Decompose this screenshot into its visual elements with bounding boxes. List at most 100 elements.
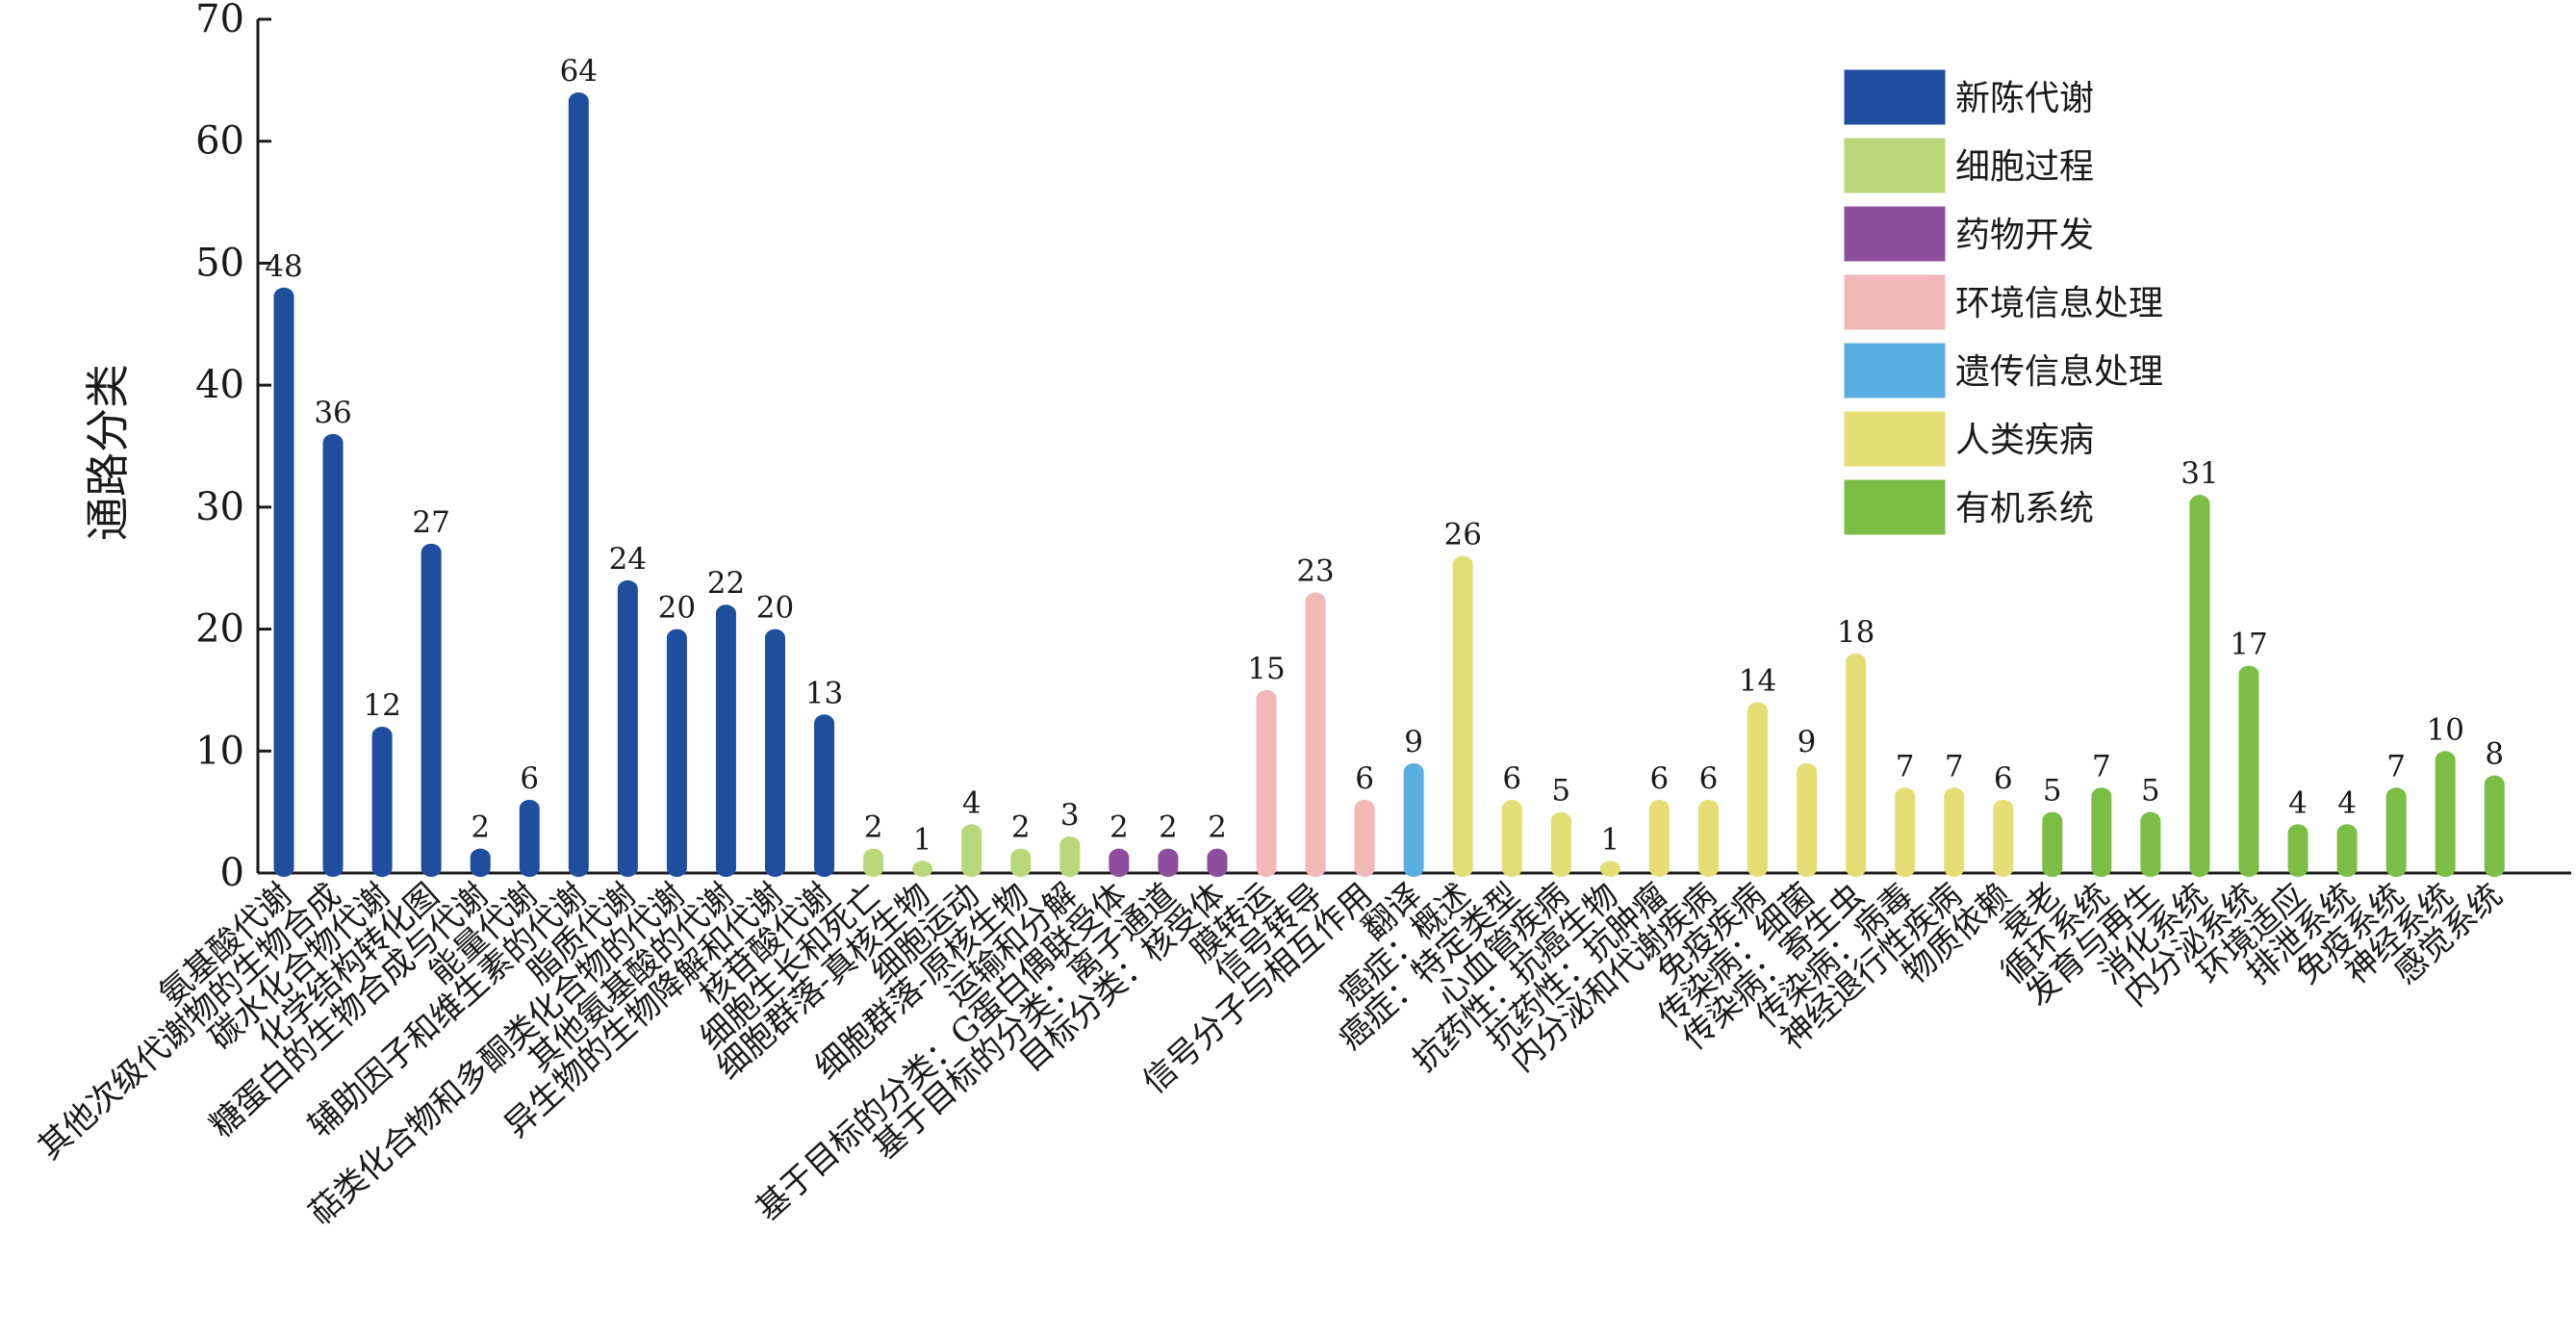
bar xyxy=(617,579,638,877)
bar-value-label: 20 xyxy=(756,591,794,626)
bar xyxy=(519,799,540,877)
bar-value-label: 23 xyxy=(1296,554,1334,589)
legend-swatch xyxy=(1843,68,1947,126)
bar xyxy=(2091,787,2112,877)
y-tick-label: 30 xyxy=(195,485,244,529)
bar-value-label: 2 xyxy=(471,810,490,845)
bar-value-label: 3 xyxy=(1060,798,1080,833)
bar xyxy=(2238,665,2259,877)
bar-value-label: 4 xyxy=(2288,785,2308,820)
bar xyxy=(1993,799,2014,877)
bar xyxy=(273,287,294,877)
bar xyxy=(421,543,442,877)
bar xyxy=(1747,702,1768,877)
bar-value-label: 15 xyxy=(1247,652,1285,686)
bar-value-label: 12 xyxy=(363,688,400,723)
bar xyxy=(2385,787,2407,877)
bar-value-label: 20 xyxy=(658,591,696,626)
y-axis: 0 10 20 30 40 50 60 70 xyxy=(195,0,2571,895)
bar xyxy=(666,629,687,877)
bar xyxy=(1550,811,1571,877)
bar-value-label: 6 xyxy=(520,761,539,796)
bar-value-label: 6 xyxy=(1355,761,1374,796)
legend-swatch xyxy=(1843,342,1947,399)
bar xyxy=(1452,555,1473,877)
bar xyxy=(765,629,785,877)
y-axis-label: 通路分类 xyxy=(82,364,134,541)
bar xyxy=(1010,848,1032,877)
bar-value-label: 6 xyxy=(1699,761,1719,796)
legend-label: 细胞过程 xyxy=(1955,147,2094,187)
bar xyxy=(814,714,835,877)
bar-value-label: 2 xyxy=(1109,810,1129,845)
y-tick-label: 40 xyxy=(195,363,244,407)
bar-value-label: 36 xyxy=(314,396,351,430)
bar-value-label: 2 xyxy=(1159,810,1178,845)
legend-label: 新陈代谢 xyxy=(1955,79,2094,118)
bar-value-label: 2 xyxy=(864,810,883,845)
bar-value-label: 24 xyxy=(609,542,647,577)
bar-value-label: 13 xyxy=(805,676,843,710)
bar xyxy=(912,861,933,877)
legend-swatch xyxy=(1843,273,1947,331)
bar xyxy=(1501,799,1522,877)
bar-value-label: 10 xyxy=(2426,712,2463,747)
bar-value-label: 31 xyxy=(2181,456,2218,491)
bar-value-label: 27 xyxy=(412,505,449,540)
legend-label: 环境信息处理 xyxy=(1955,284,2163,323)
legend-label: 人类疾病 xyxy=(1955,421,2094,460)
bar-value-label: 17 xyxy=(2230,628,2267,662)
bar-value-label: 5 xyxy=(2043,774,2062,809)
bar-value-label: 7 xyxy=(1896,749,1915,784)
bar-value-label: 1 xyxy=(913,822,932,857)
bar-value-label: 26 xyxy=(1443,518,1481,552)
bar xyxy=(2336,824,2358,877)
bar-value-label: 14 xyxy=(1739,664,1776,699)
bar xyxy=(2140,811,2161,877)
y-tick-label: 0 xyxy=(220,851,244,895)
bar-value-label: 1 xyxy=(1600,822,1620,857)
bar xyxy=(1059,835,1081,877)
bar xyxy=(1846,653,1867,877)
bar-value-label: 22 xyxy=(707,566,745,601)
bar-value-label: 7 xyxy=(1945,749,1964,784)
bar-value-label: 8 xyxy=(2485,737,2504,772)
bar xyxy=(1207,848,1228,877)
bar xyxy=(2484,775,2505,877)
bar xyxy=(470,848,491,877)
bar-value-label: 7 xyxy=(2092,749,2111,784)
bar xyxy=(715,604,736,877)
bar-value-label: 5 xyxy=(1551,774,1570,809)
legend-swatch xyxy=(1843,205,1947,263)
bar xyxy=(2189,495,2210,877)
bar xyxy=(1599,861,1620,877)
bar-value-label: 2 xyxy=(1011,810,1031,845)
bar xyxy=(1305,592,1326,877)
y-tick-label: 10 xyxy=(195,729,244,773)
bar-value-label: 64 xyxy=(560,54,598,89)
legend-swatch xyxy=(1843,410,1947,468)
legend-swatch xyxy=(1843,137,1947,194)
y-tick-label: 20 xyxy=(195,607,244,652)
legend-label: 有机系统 xyxy=(1955,489,2094,528)
bar-value-label: 48 xyxy=(265,249,302,284)
bar-value-label: 6 xyxy=(1502,761,1521,796)
bar xyxy=(2435,751,2456,877)
category-labels: 氨基酸代谢其他次级代谢物的生物合成碳水化合物代谢化学结构转化图糖蛋白的生物合成与… xyxy=(31,876,2510,1233)
legend-swatch xyxy=(1843,478,1947,536)
bar xyxy=(1354,799,1375,877)
bar-value-label: 6 xyxy=(1650,761,1670,796)
bar-value-label: 9 xyxy=(1798,725,1817,759)
bars xyxy=(273,92,2505,878)
bar xyxy=(1256,689,1277,877)
bar-value-label: 4 xyxy=(2337,785,2357,820)
bar xyxy=(322,433,344,877)
bar-value-label: 6 xyxy=(1994,761,2013,796)
bar xyxy=(1403,762,1424,877)
bar xyxy=(2042,811,2063,877)
bar-value-label: 4 xyxy=(962,785,982,820)
bar-value-label: 9 xyxy=(1404,725,1423,759)
